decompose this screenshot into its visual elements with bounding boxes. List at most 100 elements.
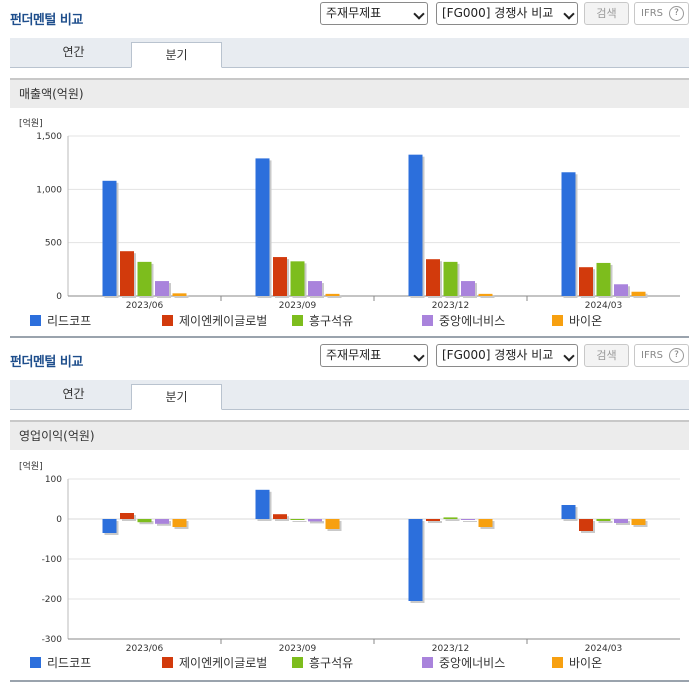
bar — [631, 291, 646, 296]
x-tick-label: 2023/06 — [126, 644, 164, 654]
period-tabs: 연간 분기 — [10, 380, 689, 410]
y-tick-label: 1,000 — [36, 185, 62, 195]
section-divider — [10, 680, 689, 682]
help-icon: ? — [669, 348, 684, 363]
bar — [443, 261, 458, 296]
compare-select-value: [FG000] 경쟁사 비교 — [442, 348, 554, 362]
bar — [631, 519, 646, 525]
compare-select[interactable]: [FG000] 경쟁사 비교 — [436, 344, 578, 367]
bar-shadow — [428, 521, 442, 523]
x-tick-label: 2023/09 — [279, 644, 317, 654]
compare-select-value: [FG000] 경쟁사 비교 — [442, 6, 554, 20]
tab-quarterly[interactable]: 분기 — [131, 42, 222, 68]
period-tabs: 연간 분기 — [10, 38, 689, 68]
y-axis-unit-label: [억원] — [19, 460, 43, 472]
bar — [137, 261, 152, 296]
legend-label: 리드코프 — [47, 314, 91, 328]
x-tick-label: 2023/12 — [432, 644, 469, 654]
bar — [426, 519, 440, 521]
bar — [273, 514, 287, 519]
statement-select[interactable]: 주재무제표 — [320, 2, 428, 25]
bar — [172, 519, 187, 527]
bar — [102, 180, 117, 296]
ifrs-label: IFRS — [641, 8, 663, 19]
search-button[interactable]: 검색 — [584, 344, 629, 367]
chevron-down-icon — [563, 350, 575, 362]
bar-shadow — [327, 295, 342, 298]
tab-annual[interactable]: 연간 — [62, 45, 85, 59]
legend-swatch — [292, 657, 303, 668]
bar — [426, 259, 440, 296]
compare-select[interactable]: [FG000] 경쟁사 비교 — [436, 2, 578, 25]
bar — [596, 519, 611, 521]
legend-label: 중앙에너비스 — [439, 314, 505, 328]
operating-income-chart-svg: [억원] -300 -200 -100 0 100 2023/06 2023/09 2023/1… — [19, 460, 680, 670]
bar — [102, 519, 117, 533]
bar — [408, 154, 423, 296]
section-title: 펀더멘털 비교 — [10, 355, 83, 370]
bar — [308, 281, 322, 296]
bar — [255, 489, 270, 519]
bar-shadow — [139, 521, 154, 525]
legend-swatch — [422, 315, 433, 326]
legend-swatch — [162, 315, 173, 326]
y-tick-label: -200 — [42, 595, 63, 605]
bar — [325, 519, 340, 529]
bar — [120, 513, 134, 519]
legend-label: 리드코프 — [47, 656, 91, 670]
legend-label: 제이엔케이글로벌 — [179, 656, 267, 670]
ifrs-help-button[interactable]: IFRS ? — [634, 2, 689, 25]
bar — [155, 281, 169, 296]
ifrs-label: IFRS — [641, 350, 663, 361]
tab-annual[interactable]: 연간 — [62, 387, 85, 401]
bar — [290, 261, 305, 296]
legend-swatch — [552, 315, 563, 326]
bar — [308, 519, 322, 522]
bar-shadow — [292, 521, 307, 522]
bar-shadow — [445, 519, 460, 521]
help-icon: ? — [669, 6, 684, 21]
search-button[interactable]: 검색 — [584, 2, 629, 25]
section-header: 펀더멘털 비교 주재무제표 [FG000] 경쟁사 비교 검색 IFRS ? — [0, 342, 696, 378]
legend-swatch — [30, 657, 41, 668]
bar — [290, 519, 305, 520]
legend-label: 바이온 — [569, 314, 602, 328]
legend-label: 중앙에너비스 — [439, 656, 505, 670]
chart-subtitle: 영업이익(억원) — [10, 420, 689, 450]
statement-select-value: 주재무제표 — [326, 6, 382, 20]
revenue-chart-svg: [억원] 0 500 1,000 1,500 2023/06 2023/09 2023/12 2… — [19, 117, 680, 328]
bar — [273, 257, 287, 296]
revenue-chart: [억원] 0 500 1,000 1,500 2023/06 2023/09 2023/12 2… — [0, 108, 696, 342]
legend-label: 흥구석유 — [309, 314, 353, 328]
chevron-down-icon — [413, 350, 425, 362]
bar — [478, 293, 493, 296]
bar — [614, 519, 628, 523]
y-tick-label: 500 — [45, 239, 62, 249]
y-tick-label: -300 — [42, 635, 63, 645]
bar — [478, 519, 493, 527]
x-tick-label: 2024/03 — [585, 301, 622, 311]
bar — [408, 519, 423, 601]
bar — [579, 267, 593, 296]
legend-swatch — [162, 657, 173, 668]
ifrs-help-button[interactable]: IFRS ? — [634, 344, 689, 367]
y-tick-label: 100 — [45, 475, 62, 485]
legend-swatch — [552, 657, 563, 668]
legend-label: 흥구석유 — [309, 656, 353, 670]
bar — [614, 284, 628, 296]
statement-select-value: 주재무제표 — [326, 348, 382, 362]
y-tick-label: 1,500 — [36, 132, 62, 142]
chevron-down-icon — [563, 8, 575, 20]
x-tick-label: 2024/03 — [585, 644, 622, 654]
statement-select[interactable]: 주재무제표 — [320, 344, 428, 367]
operating-income-chart: [억원] -300 -200 -100 0 100 2023/06 2023/09 2023/1… — [0, 450, 696, 686]
bar — [596, 262, 611, 296]
bar-shadow — [598, 521, 613, 523]
bar — [325, 293, 340, 296]
chevron-down-icon — [413, 8, 425, 20]
bar-shadow — [310, 521, 324, 524]
legend-swatch — [292, 315, 303, 326]
tab-quarterly[interactable]: 분기 — [131, 384, 222, 410]
y-tick-label: -100 — [42, 555, 63, 565]
bar — [155, 519, 169, 524]
